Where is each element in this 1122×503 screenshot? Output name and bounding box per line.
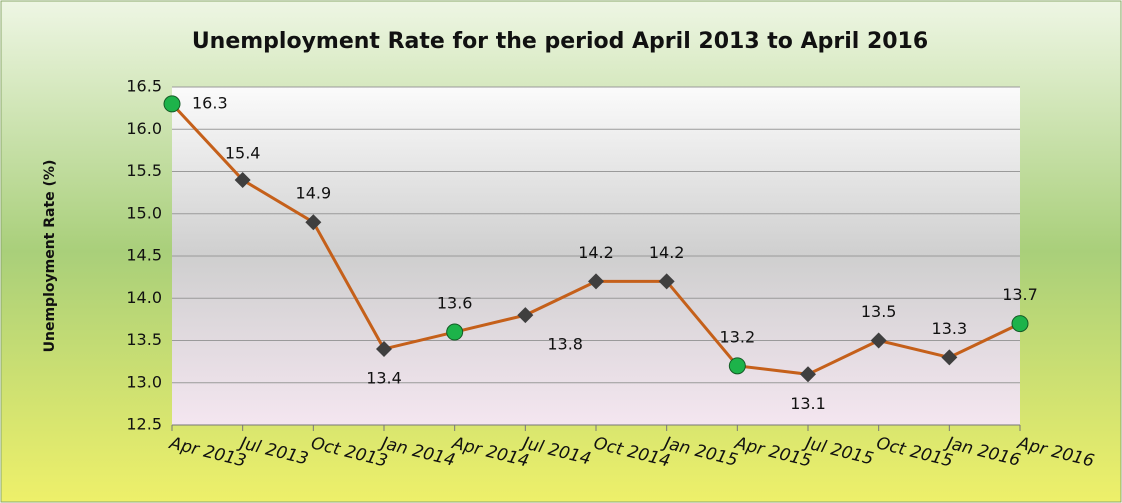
data-label: 16.3 [192, 93, 228, 112]
marker [800, 366, 816, 383]
marker [588, 273, 604, 290]
y-tick-label: 14.0 [126, 288, 162, 307]
data-label: 14.2 [578, 243, 614, 262]
marker [234, 171, 251, 188]
data-label: 13.4 [366, 368, 402, 387]
data-label: 13.8 [547, 335, 583, 354]
marker [1011, 315, 1029, 333]
marker [517, 307, 534, 324]
marker [376, 340, 392, 357]
y-tick-label: 14.5 [126, 246, 162, 265]
data-label: 13.6 [437, 294, 473, 313]
y-tick-label: 13.5 [126, 330, 162, 349]
marker [305, 214, 322, 231]
marker [446, 323, 464, 341]
chart-title: Unemployment Rate for the period April 2… [192, 29, 928, 54]
data-label: 13.3 [932, 319, 968, 338]
y-tick-label: 12.5 [126, 415, 162, 434]
y-tick-label: 15.0 [126, 203, 162, 222]
data-label: 14.9 [296, 184, 332, 203]
y-tick-label: 16.0 [126, 119, 162, 138]
marker [728, 357, 746, 375]
data-label: 15.4 [225, 143, 261, 162]
data-label: 14.2 [649, 243, 685, 262]
y-tick-label: 13.0 [126, 372, 162, 391]
marker [941, 349, 958, 366]
y-axis-label: Unemployment Rate (%) [42, 160, 58, 353]
marker [163, 95, 181, 113]
data-label: 13.2 [720, 327, 756, 346]
y-tick-label: 15.5 [126, 161, 162, 180]
data-label: 13.5 [861, 302, 897, 321]
marker [658, 273, 675, 290]
data-label: 13.1 [790, 394, 826, 413]
data-label: 13.7 [1002, 285, 1038, 304]
y-tick-label: 16.5 [126, 77, 162, 96]
marker [870, 332, 887, 349]
